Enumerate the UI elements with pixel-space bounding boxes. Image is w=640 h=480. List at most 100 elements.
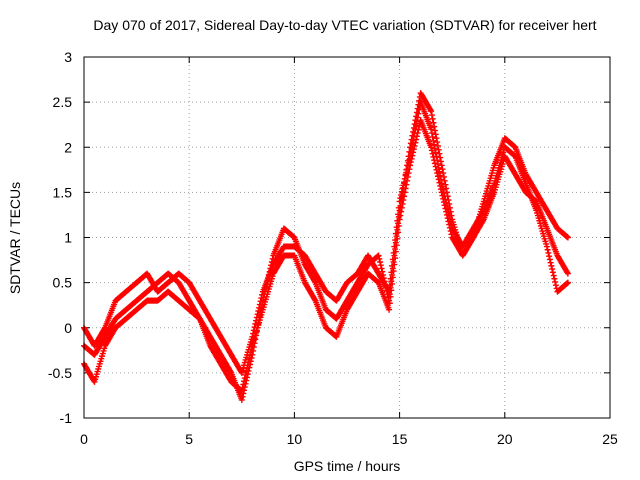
data-point-marker: [399, 200, 406, 207]
data-point-marker: [434, 161, 441, 168]
data-point-marker: [241, 378, 248, 385]
data-point-marker: [480, 208, 487, 215]
data-point-marker: [407, 149, 414, 156]
x-tick-label: 10: [287, 431, 303, 447]
data-point-marker: [240, 381, 247, 388]
data-point-marker: [437, 172, 444, 179]
data-point-marker: [401, 193, 408, 200]
data-point-marker: [448, 222, 455, 229]
data-point-marker: [398, 191, 405, 198]
data-point-marker: [442, 181, 449, 188]
y-tick-label: 2: [64, 139, 72, 155]
data-point-marker: [408, 145, 415, 152]
data-point-marker: [427, 106, 434, 113]
data-point-marker: [404, 166, 411, 173]
data-point-marker: [564, 269, 571, 276]
data-point-marker: [377, 262, 384, 269]
data-point-marker: [392, 237, 399, 244]
data-point-marker: [395, 204, 402, 211]
series-track-2: [81, 117, 571, 394]
data-point-marker: [446, 215, 453, 222]
data-point-marker: [428, 126, 435, 133]
data-point-marker: [436, 168, 443, 175]
data-point-marker: [549, 266, 556, 273]
data-point-marker: [387, 275, 394, 282]
data-point-marker: [445, 209, 452, 216]
data-point-marker: [447, 219, 454, 226]
data-point-marker: [428, 108, 435, 115]
data-point-marker: [429, 150, 436, 157]
data-point-marker: [428, 147, 435, 154]
data-point-marker: [439, 166, 446, 173]
data-point-marker: [402, 172, 409, 179]
data-point-marker: [256, 301, 263, 308]
data-point-marker: [411, 130, 418, 137]
data-point-marker: [253, 314, 260, 321]
data-point-marker: [242, 371, 249, 378]
data-point-marker: [392, 230, 399, 237]
data-point-marker: [436, 150, 443, 157]
y-tick-label: 2.5: [53, 94, 73, 110]
data-point-marker: [243, 368, 250, 375]
data-point-marker: [406, 156, 413, 163]
data-point-marker: [564, 279, 571, 286]
data-point-marker: [251, 324, 258, 331]
x-tick-label: 20: [497, 431, 513, 447]
y-tick-label: 1: [64, 230, 72, 246]
data-point-marker: [255, 307, 262, 314]
data-point-marker: [404, 162, 411, 169]
data-point-marker: [397, 195, 404, 202]
y-tick-label: 0.5: [53, 275, 73, 291]
data-point-marker: [545, 249, 552, 256]
data-point-marker: [444, 206, 451, 213]
data-point-marker: [252, 320, 259, 327]
data-point-marker: [254, 311, 261, 318]
data-point-marker: [250, 330, 257, 337]
data-point-marker: [432, 149, 439, 156]
data-point-marker: [430, 137, 437, 144]
data-point-marker: [547, 259, 554, 266]
data-point-marker: [386, 306, 393, 313]
data-point-marker: [394, 217, 401, 224]
data-point-marker: [407, 153, 414, 160]
data-point-marker: [440, 170, 447, 177]
data-point-marker: [564, 234, 571, 241]
data-point-marker: [432, 131, 439, 138]
data-point-marker: [435, 164, 442, 171]
data-point-marker: [377, 258, 384, 265]
y-tick-label: -1: [60, 410, 73, 426]
data-point-marker: [389, 256, 396, 263]
data-point-marker: [378, 265, 385, 272]
y-axis-label: SDTVAR / TECUs: [7, 182, 23, 294]
data-point-marker: [413, 118, 420, 125]
data-point-marker: [238, 387, 245, 394]
data-point-marker: [439, 183, 446, 190]
data-point-marker: [433, 153, 440, 160]
data-point-marker: [399, 185, 406, 192]
data-point-marker: [239, 384, 246, 391]
data-point-marker: [393, 224, 400, 231]
data-point-marker: [409, 141, 416, 148]
data-point-marker: [428, 112, 435, 119]
y-tick-labels: -1 -0.5 0 0.5 1 1.5 2 2.5 3: [48, 49, 72, 426]
data-point-marker: [549, 269, 556, 276]
data-point-marker: [551, 275, 558, 282]
data-point-marker: [441, 193, 448, 200]
x-tick-labels: 0 5 10 15 20 25: [80, 431, 618, 447]
data-point-marker: [433, 135, 440, 142]
data-point-marker: [543, 243, 550, 250]
data-point-marker: [241, 375, 248, 382]
data-point-marker: [437, 158, 444, 165]
data-point-marker: [434, 142, 441, 149]
data-point-marker: [400, 197, 407, 204]
data-point-marker: [443, 185, 450, 192]
data-point-marker: [400, 182, 407, 189]
data-point-marker: [441, 177, 448, 184]
data-point-marker: [398, 188, 405, 195]
plot-frame: [83, 56, 611, 419]
data-point-marker: [413, 122, 420, 129]
data-point-marker: [259, 291, 266, 298]
data-point-marker: [386, 288, 393, 295]
data-point-marker: [253, 317, 260, 324]
data-point-marker: [429, 115, 436, 122]
